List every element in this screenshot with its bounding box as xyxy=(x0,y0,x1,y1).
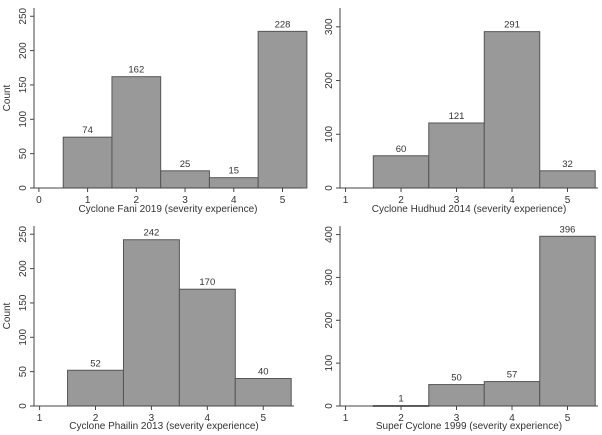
x-tick-label-fani-3: 3 xyxy=(182,195,188,206)
x-tick-label-fani-4: 4 xyxy=(231,195,237,206)
data-label-fani-1: 74 xyxy=(82,125,93,136)
x-tick-label-phailin-3: 3 xyxy=(149,413,155,424)
x-tick-label-fani-5: 5 xyxy=(280,195,286,206)
data-label-hudhud-5: 32 xyxy=(562,159,573,170)
x-axis-title-hudhud: Cyclone Hudhud 2014 (severity experience… xyxy=(372,204,567,215)
data-label-super-3: 50 xyxy=(451,373,462,384)
bar-phailin-4 xyxy=(178,288,236,407)
y-tick-label-hudhud-100: 100 xyxy=(324,125,335,142)
y-tick-label-fani-100: 100 xyxy=(18,111,29,128)
y-tick-label-fani-150: 150 xyxy=(18,76,29,93)
x-tick-label-hudhud-5: 5 xyxy=(565,195,571,206)
data-label-fani-2: 162 xyxy=(128,65,144,76)
bar-super-3 xyxy=(428,384,485,407)
bar-fani-3 xyxy=(160,170,210,189)
data-label-hudhud-3: 121 xyxy=(449,111,465,122)
y-tick-label-phailin-200: 200 xyxy=(18,260,29,277)
x-tick-label-fani-0: 0 xyxy=(36,195,42,206)
x-tick-label-super-2: 2 xyxy=(398,413,404,424)
y-tick-label-fani-0: 0 xyxy=(18,185,29,191)
x-tick-label-phailin-4: 4 xyxy=(205,413,211,424)
x-tick-label-super-3: 3 xyxy=(454,413,460,424)
bar-phailin-3 xyxy=(122,239,180,407)
data-label-super-4: 57 xyxy=(507,370,518,381)
x-tick-label-super-4: 4 xyxy=(509,413,515,424)
y-tick-label-phailin-250: 250 xyxy=(18,225,29,242)
x-tick-label-super-1: 1 xyxy=(343,413,349,424)
y-tick-label-phailin-0: 0 xyxy=(18,403,29,409)
x-tick-label-hudhud-1: 1 xyxy=(343,195,349,206)
bar-hudhud-4 xyxy=(483,31,541,189)
x-tick-label-super-5: 5 xyxy=(565,413,571,424)
y-tick-label-hudhud-200: 200 xyxy=(324,72,335,89)
x-axis-title-fani: Cyclone Fani 2019 (severity experience) xyxy=(79,204,258,215)
y-tick-label-fani-200: 200 xyxy=(18,42,29,59)
data-label-hudhud-2: 60 xyxy=(396,144,407,155)
y-tick-label-phailin-150: 150 xyxy=(18,294,29,311)
bar-fani-4 xyxy=(208,177,259,189)
x-axis-title-super: Super Cyclone 1999 (severity experience) xyxy=(376,421,562,432)
y-tick-label-super-0: 0 xyxy=(324,403,335,409)
bar-super-5 xyxy=(539,235,596,407)
x-tick-label-phailin-5: 5 xyxy=(260,413,266,424)
x-tick-label-phailin-2: 2 xyxy=(93,413,99,424)
y-tick-label-super-300: 300 xyxy=(324,269,335,286)
bar-hudhud-5 xyxy=(539,170,596,189)
chart-panel-fani: 74 162 25 15 228 0 50 100 150 200 250 0 1 2 3 4 5 Cyclone… xyxy=(2,7,308,215)
bar-hudhud-3 xyxy=(428,122,485,189)
bar-fani-2 xyxy=(111,76,162,189)
bar-hudhud-2 xyxy=(372,155,430,189)
data-label-fani-5: 228 xyxy=(275,19,291,30)
data-label-phailin-5: 40 xyxy=(258,367,269,378)
y-tick-label-hudhud-300: 300 xyxy=(324,18,335,35)
data-label-super-2: 1 xyxy=(398,394,403,405)
x-tick-label-hudhud-3: 3 xyxy=(454,195,460,206)
x-tick-label-fani-1: 1 xyxy=(85,195,91,206)
y-axis-title-phailin: Count xyxy=(2,302,13,329)
x-tick-label-hudhud-2: 2 xyxy=(398,195,404,206)
data-label-fani-3: 25 xyxy=(180,159,191,170)
y-tick-label-hudhud-0: 0 xyxy=(324,185,335,191)
data-label-hudhud-4: 291 xyxy=(504,20,520,31)
y-tick-label-super-400: 400 xyxy=(324,226,335,243)
bar-fani-5 xyxy=(257,30,308,189)
data-label-fani-4: 15 xyxy=(228,166,239,177)
data-label-phailin-4: 170 xyxy=(199,277,215,288)
data-label-phailin-2: 52 xyxy=(90,358,101,369)
bar-phailin-5 xyxy=(234,378,292,407)
y-tick-label-super-200: 200 xyxy=(324,312,335,329)
y-tick-label-fani-250: 250 xyxy=(18,7,29,24)
data-label-phailin-3: 242 xyxy=(143,228,159,239)
bar-super-4 xyxy=(483,381,541,407)
y-tick-label-phailin-100: 100 xyxy=(18,329,29,346)
x-tick-label-phailin-1: 1 xyxy=(37,413,43,424)
y-tick-label-phailin-50: 50 xyxy=(18,366,29,378)
x-axis-title-phailin: Cyclone Phailin 2013 (severity experienc… xyxy=(69,421,259,432)
bar-fani-1 xyxy=(62,136,113,189)
y-axis-title-fani: Count xyxy=(2,84,13,111)
x-tick-label-fani-2: 2 xyxy=(134,195,140,206)
y-tick-label-fani-50: 50 xyxy=(18,148,29,160)
y-tick-label-super-100: 100 xyxy=(324,354,335,371)
data-label-super-5: 396 xyxy=(560,224,576,235)
bar-phailin-2 xyxy=(67,369,124,407)
x-tick-label-hudhud-4: 4 xyxy=(509,195,515,206)
